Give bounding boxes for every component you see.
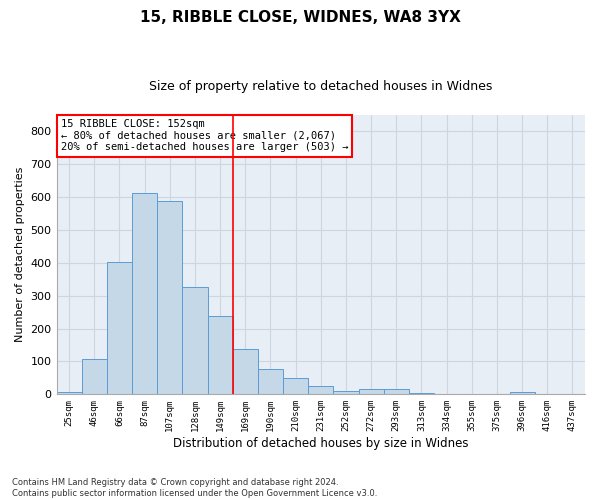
Bar bbox=[233, 350, 258, 395]
Y-axis label: Number of detached properties: Number of detached properties bbox=[15, 167, 25, 342]
Bar bbox=[208, 316, 233, 394]
Title: Size of property relative to detached houses in Widnes: Size of property relative to detached ho… bbox=[149, 80, 493, 93]
Bar bbox=[82, 360, 107, 394]
Bar bbox=[409, 392, 434, 394]
Text: 15 RIBBLE CLOSE: 152sqm
← 80% of detached houses are smaller (2,067)
20% of semi: 15 RIBBLE CLOSE: 152sqm ← 80% of detache… bbox=[61, 119, 348, 152]
Bar bbox=[182, 286, 208, 395]
Bar bbox=[283, 378, 308, 394]
Bar bbox=[359, 390, 383, 394]
X-axis label: Distribution of detached houses by size in Widnes: Distribution of detached houses by size … bbox=[173, 437, 469, 450]
Bar bbox=[56, 392, 82, 394]
Bar bbox=[258, 369, 283, 394]
Bar bbox=[107, 262, 132, 394]
Bar bbox=[132, 193, 157, 394]
Bar bbox=[308, 386, 334, 394]
Bar bbox=[157, 202, 182, 394]
Bar bbox=[334, 390, 359, 394]
Bar bbox=[383, 389, 409, 394]
Bar bbox=[509, 392, 535, 394]
Text: Contains HM Land Registry data © Crown copyright and database right 2024.
Contai: Contains HM Land Registry data © Crown c… bbox=[12, 478, 377, 498]
Text: 15, RIBBLE CLOSE, WIDNES, WA8 3YX: 15, RIBBLE CLOSE, WIDNES, WA8 3YX bbox=[140, 10, 460, 25]
